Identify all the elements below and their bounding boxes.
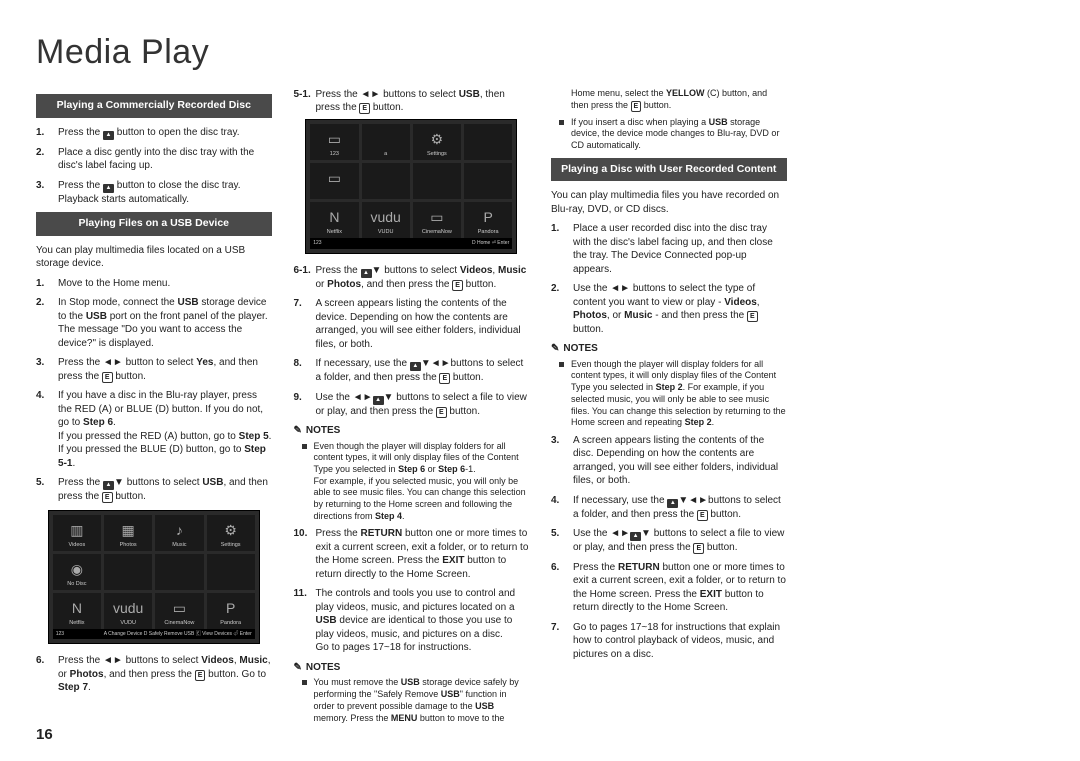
notes-header-2: NOTES	[294, 661, 530, 675]
list-item: 2.Use the ◄► buttons to select the type …	[551, 282, 787, 336]
screenshot-tile: ◉No Disc	[53, 554, 101, 590]
content-columns: Playing a Commercially Recorded Disc 1.P…	[36, 88, 1044, 728]
list-item: 2.In Stop mode, connect the USB storage …	[36, 296, 272, 350]
notes-header-3: NOTES	[551, 342, 787, 356]
screenshot-tile: vuduVUDU	[362, 202, 410, 238]
user-disc-intro: You can play multimedia files you have r…	[551, 189, 787, 216]
screenshot-tile	[413, 163, 461, 199]
screenshot-tile	[155, 554, 203, 590]
notes-list-1: Even though the player will display fold…	[294, 441, 530, 523]
list-item: 9.Use the ◄►▲▼ buttons to select a file …	[294, 391, 530, 419]
list-user-disc-b: 3.A screen appears listing the contents …	[551, 434, 787, 662]
list-usb-a: 1.Move to the Home menu. 2.In Stop mode, …	[36, 277, 272, 504]
screenshot-tile: ▭CinemaNow	[155, 593, 203, 629]
note-item: Even though the player will display fold…	[571, 359, 787, 429]
scr2-bar-left: 123	[313, 240, 321, 247]
list-item: 8.If necessary, use the ▲▼◄►buttons to s…	[294, 357, 530, 385]
list-item: 3.Press the ◄► button to select Yes, and…	[36, 356, 272, 383]
screenshot-tile: ▥Videos	[53, 515, 101, 551]
list-item: 4.If you have a disc in the Blu-ray play…	[36, 389, 272, 470]
screenshot-tile: ⚙Settings	[207, 515, 255, 551]
notes-header-1: NOTES	[294, 424, 530, 438]
screenshot-tile: a	[362, 124, 410, 160]
note-item: Even though the player will display fold…	[314, 441, 530, 523]
screenshot-1: ▥Videos▦Photos♪Music⚙Settings ◉No DiscNNe…	[48, 510, 260, 645]
screenshot-tile: PPandora	[207, 593, 255, 629]
list-commercial-disc: 1.Press the ▲ button to open the disc tr…	[36, 126, 272, 207]
section-header-2: Playing Files on a USB Device	[36, 212, 272, 236]
list-item: 11.The controls and tools you use to con…	[294, 587, 530, 655]
list-usb-e: 10.Press the RETURN button one or more t…	[294, 527, 530, 655]
section-header-3: Playing a Disc with User Recorded Conten…	[551, 158, 787, 182]
page-title: Media Play	[36, 30, 1044, 76]
screenshot-tile	[104, 554, 152, 590]
scr2-bar-right: D Home ⏎ Enter	[472, 240, 509, 247]
screenshot-tile: ⚙Settings	[413, 124, 461, 160]
usb-intro: You can play multimedia files located on…	[36, 244, 272, 271]
list-item: 2.Place a disc gently into the disc tray…	[36, 146, 272, 173]
notes-list-3: Even though the player will display fold…	[551, 359, 787, 429]
screenshot-tile: vuduVUDU	[104, 593, 152, 629]
list-item: 5.Press the ▲▼ buttons to select USB, an…	[36, 476, 272, 504]
list-item: 5-1.Press the ◄► buttons to select USB, …	[294, 88, 530, 115]
screenshot-tile: ♪Music	[155, 515, 203, 551]
list-item: 1.Place a user recorded disc into the di…	[551, 222, 787, 276]
list-item: 6.Press the RETURN button one or more ti…	[551, 561, 787, 615]
screenshot-tile: PPandora	[464, 202, 512, 238]
note-item: If you insert a disc when playing a USB …	[571, 117, 787, 152]
list-user-disc-a: 1.Place a user recorded disc into the di…	[551, 222, 787, 336]
screenshot-tile: ▭123	[310, 124, 358, 160]
scr1-bar-mid: A Change Device D Safely Remove USB 🄴 Vi…	[104, 631, 252, 638]
screenshot-tile: NNetflix	[310, 202, 358, 238]
list-item: 7.A screen appears listing the contents …	[294, 297, 530, 351]
section-header-1: Playing a Commercially Recorded Disc	[36, 94, 272, 118]
list-item: 7.Go to pages 17~18 for instructions tha…	[551, 621, 787, 662]
list-item: 6-1.Press the ▲▼ buttons to select Video…	[294, 264, 530, 292]
list-item: 1.Press the ▲ button to open the disc tr…	[36, 126, 272, 140]
list-usb-c: 6-1.Press the ▲▼ buttons to select Video…	[294, 264, 530, 385]
screenshot-tile	[362, 163, 410, 199]
screenshot-tile: ▭CinemaNow	[413, 202, 461, 238]
list-item: 10.Press the RETURN button one or more t…	[294, 527, 530, 581]
list-item: 3.A screen appears listing the contents …	[551, 434, 787, 488]
screenshot-tile	[464, 124, 512, 160]
screenshot-tile: ▭	[310, 163, 358, 199]
screenshot-2: ▭123a⚙Settings ▭NNetflixvuduVUDU▭CinemaNo…	[305, 119, 517, 254]
list-item: 3.Press the ▲ button to close the disc t…	[36, 179, 272, 207]
screenshot-tile: NNetflix	[53, 593, 101, 629]
screenshot-tile	[207, 554, 255, 590]
list-usb-d: 9.Use the ◄►▲▼ buttons to select a file …	[294, 391, 530, 419]
list-item: 6.Press the ◄► buttons to select Videos,…	[36, 654, 272, 695]
screenshot-tile	[464, 163, 512, 199]
list-item: 4.If necessary, use the ▲▼◄►buttons to s…	[551, 494, 787, 522]
list-item: 1.Move to the Home menu.	[36, 277, 272, 291]
list-item: 5.Use the ◄►▲▼ buttons to select a file …	[551, 527, 787, 555]
scr1-bar-left: 123	[56, 631, 64, 638]
screenshot-tile: ▦Photos	[104, 515, 152, 551]
page-number: 16	[36, 725, 53, 745]
